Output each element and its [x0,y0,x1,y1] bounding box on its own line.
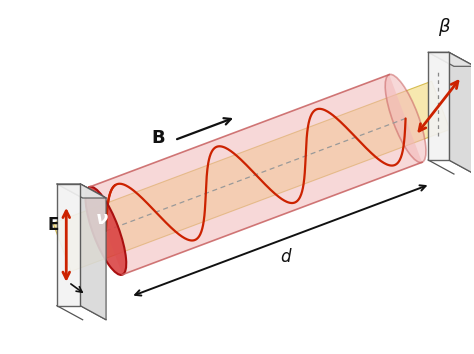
Polygon shape [449,52,474,174]
Polygon shape [90,75,422,275]
Text: E: E [47,216,59,234]
Ellipse shape [385,74,426,162]
Polygon shape [57,184,80,306]
Text: ν: ν [96,210,108,228]
Polygon shape [57,184,106,198]
Polygon shape [53,81,450,272]
Text: β: β [438,17,450,35]
Text: d: d [280,248,291,266]
Polygon shape [428,52,474,66]
Polygon shape [428,52,449,160]
Text: B: B [151,129,165,147]
Polygon shape [80,184,106,320]
Ellipse shape [85,187,126,275]
